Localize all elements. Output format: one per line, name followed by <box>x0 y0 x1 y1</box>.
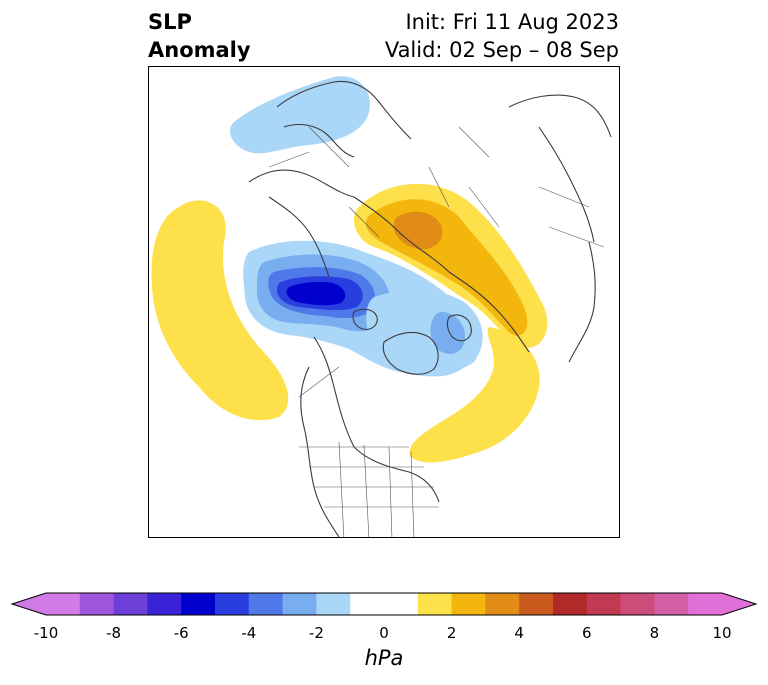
colorbar-tick-label: -8 <box>106 624 122 642</box>
colorbar-segment <box>485 593 520 615</box>
colorbar-segment <box>688 593 723 615</box>
pacific-positive-anomaly <box>151 200 289 421</box>
colorbar-tick-label: -10 <box>33 624 59 642</box>
colorbar-segment <box>519 593 554 615</box>
colorbar-extend-low <box>12 593 46 615</box>
colorbar-tick-label: -4 <box>241 624 257 642</box>
init-date-text: Init: Fri 11 Aug 2023 <box>405 10 619 34</box>
colorbar-segment <box>181 593 216 615</box>
atlantic-positive-anomaly <box>409 327 540 463</box>
variable-title-line1: SLP <box>148 10 192 34</box>
colorbar-tick-label: 2 <box>446 624 457 642</box>
variable-title-line2: Anomaly <box>148 38 251 62</box>
colorbar-outline <box>10 592 758 616</box>
colorbar-segment <box>147 593 182 615</box>
colorbar-segment <box>282 593 317 615</box>
colorbar-extend-high <box>722 593 756 615</box>
colorbar-tick-label: 4 <box>514 624 524 642</box>
colorbar-segment <box>586 593 622 615</box>
colorbar-segment <box>350 593 385 615</box>
colorbar-segment <box>248 593 284 615</box>
date-title: Init: Fri 11 Aug 2023 Valid: 02 Sep – 08… <box>385 8 619 64</box>
greenland-negative-anomaly-inner <box>430 312 466 355</box>
alaska-negative-anomaly-core <box>286 282 346 306</box>
colorbar-tick-label: 10 <box>712 624 732 642</box>
colorbar-unit-label: hPa <box>364 646 404 670</box>
colorbar-tick-label: 6 <box>582 624 592 642</box>
colorbar-tick-label: 8 <box>649 624 660 642</box>
political-borders <box>268 126 605 537</box>
anomaly-map <box>151 76 612 537</box>
colorbar-segment <box>654 593 689 615</box>
colorbar-segment <box>113 593 148 615</box>
colorbar-segment <box>451 593 486 615</box>
colorbar-tick-label: -6 <box>173 624 189 642</box>
colorbar-segment <box>620 593 655 615</box>
europe-negative-anomaly <box>229 76 370 154</box>
valid-date-text: Valid: 02 Sep – 08 Sep <box>384 38 619 62</box>
colorbar-segment <box>215 593 250 615</box>
siberia-positive-anomaly-peak <box>393 211 443 250</box>
colorbar-bar <box>10 592 758 616</box>
colorbar-segment <box>553 593 588 615</box>
colorbar-tick-label: 0 <box>379 624 389 642</box>
map-panel <box>148 66 620 538</box>
coastlines <box>248 80 612 537</box>
colorbar <box>0 585 768 685</box>
colorbar-segment <box>417 593 453 615</box>
colorbar-segment <box>316 593 351 615</box>
colorbar-segment <box>384 593 419 615</box>
colorbar-segment <box>79 593 115 615</box>
colorbar-segment <box>46 593 81 615</box>
variable-title: SLP Anomaly <box>148 8 251 64</box>
colorbar-tick-label: -2 <box>308 624 324 642</box>
